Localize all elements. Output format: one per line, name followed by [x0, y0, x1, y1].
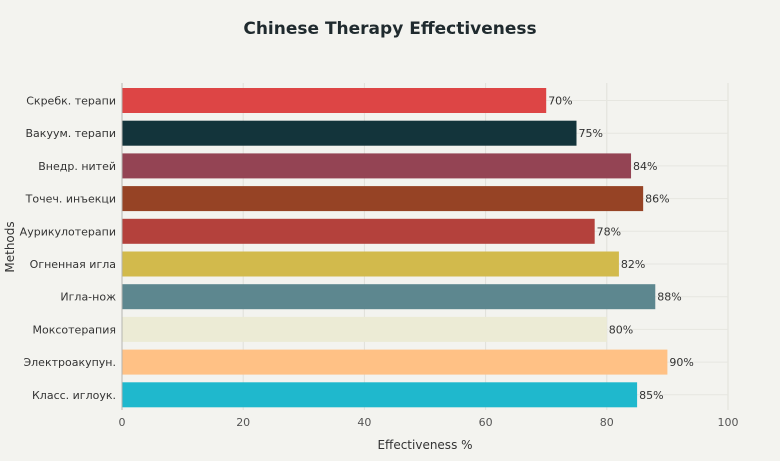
x-tick-label: 40 [357, 416, 371, 429]
category-label: Игла-нож [60, 291, 116, 304]
x-tick-label: 80 [600, 416, 614, 429]
data-label: 80% [609, 323, 633, 336]
chart-title: Chinese Therapy Effectiveness [243, 19, 536, 39]
category-label: Точеч. инъекци [25, 193, 116, 206]
category-label: Аурикулотерапи [20, 225, 116, 238]
data-label: 90% [669, 356, 693, 369]
y-axis-title: Methods [3, 221, 17, 272]
axes: 0 20 40 60 80 100 Скребк. терапи Вакуум. терапи… [20, 83, 739, 429]
bar [122, 284, 656, 310]
x-tick-label: 100 [718, 416, 739, 429]
x-tick-label: 0 [119, 416, 126, 429]
bar [122, 120, 577, 146]
category-label: Вакуум. терапи [26, 127, 116, 140]
data-label: 78% [597, 225, 621, 238]
bar [122, 382, 638, 408]
bar [122, 88, 547, 113]
bar [122, 186, 644, 212]
category-label: Внедр. нитей [38, 160, 116, 173]
data-label: 82% [621, 258, 645, 271]
bar [122, 153, 632, 179]
data-label: 85% [639, 389, 663, 402]
bars: 70% 75% 84% 86% 78% 82% 88% 80% 90% 85% [122, 88, 694, 408]
data-label: 75% [579, 127, 603, 140]
category-label: Огненная игла [30, 258, 116, 271]
data-label: 88% [657, 291, 681, 304]
bar [122, 349, 668, 375]
x-tick-label: 20 [236, 416, 250, 429]
data-label: 70% [548, 95, 572, 108]
x-axis-title: Effectiveness % [377, 438, 472, 452]
category-label: Класс. иглоук. [32, 389, 116, 402]
x-tick-label: 60 [479, 416, 493, 429]
category-label: Электроакупун. [23, 356, 116, 369]
category-label: Скребк. терапи [26, 95, 116, 108]
bar [122, 218, 595, 244]
data-label: 84% [633, 160, 657, 173]
category-label: Моксотерапия [33, 323, 117, 336]
bar [122, 251, 619, 277]
bar [122, 316, 607, 342]
data-label: 86% [645, 193, 669, 206]
